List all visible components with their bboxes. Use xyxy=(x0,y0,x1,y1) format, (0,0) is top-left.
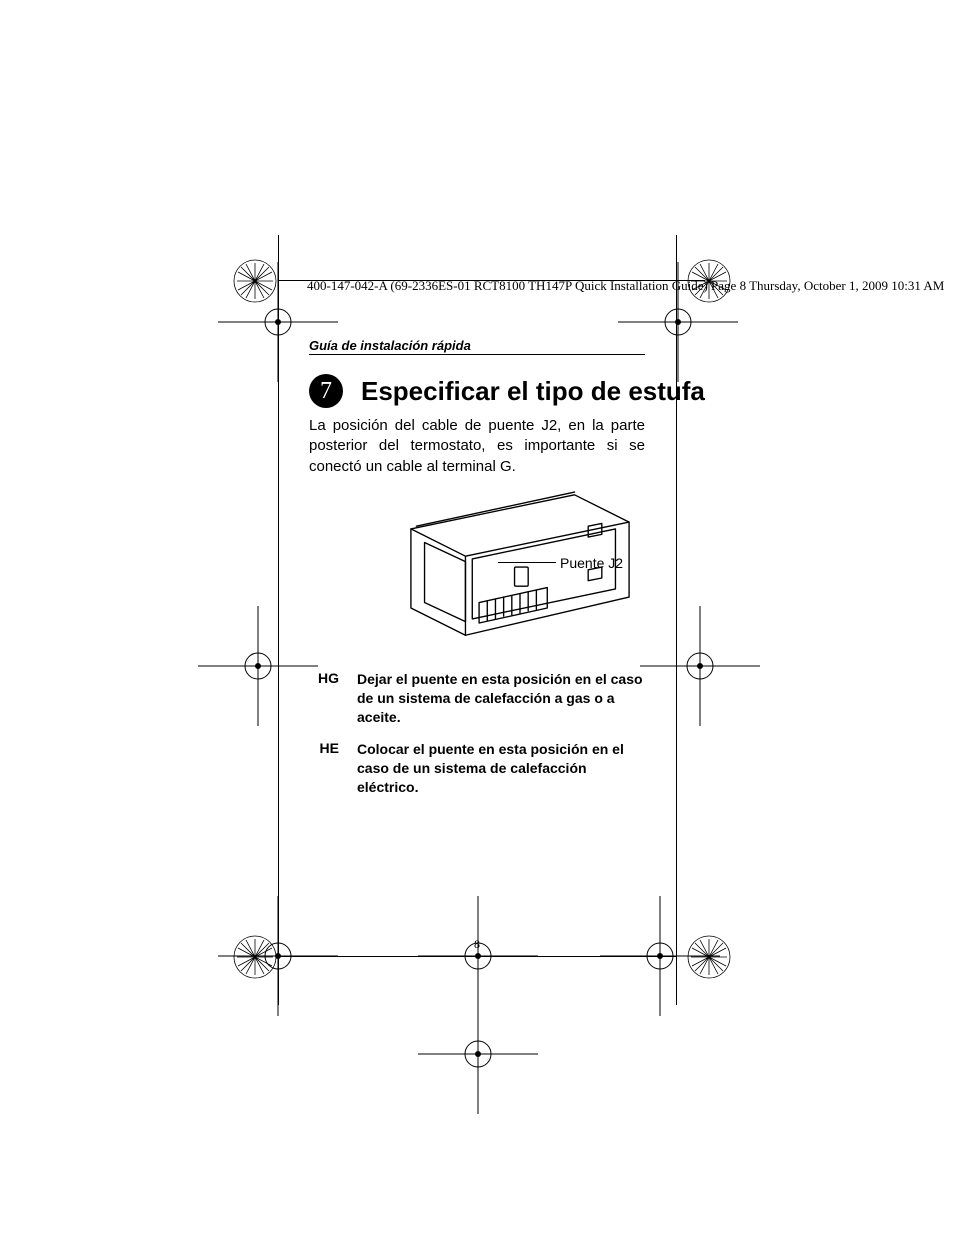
definition-hg: HG Dejar el puente en esta posición en e… xyxy=(309,670,645,727)
section-label: Guía de instalación rápida xyxy=(309,338,471,353)
definition-key: HE xyxy=(309,740,339,797)
step-title: Especificar el tipo de estufa xyxy=(361,376,705,407)
definition-text: Dejar el puente en esta posición en el c… xyxy=(357,670,645,727)
crosshair-icon xyxy=(218,896,338,1016)
callout-label: Puente J2 xyxy=(560,555,623,571)
crosshair-icon xyxy=(600,896,720,1016)
step-heading: 7 Especificar el tipo de estufa xyxy=(309,374,705,408)
page-header: 400-147-042-A (69-2336ES-01 RCT8100 TH14… xyxy=(307,278,944,294)
section-rule xyxy=(309,354,645,355)
crosshair-icon xyxy=(418,994,538,1114)
crosshair-icon xyxy=(198,606,318,726)
body-paragraph: La posición del cable de puente J2, en l… xyxy=(309,416,645,477)
definition-text: Colocar el puente en esta posición en el… xyxy=(357,740,645,797)
definition-he: HE Colocar el puente en esta posición en… xyxy=(309,740,645,797)
definition-key: HG xyxy=(309,670,339,727)
step-number-badge: 7 xyxy=(309,374,343,408)
callout-line xyxy=(498,562,556,563)
page-number: 8 xyxy=(0,937,954,952)
